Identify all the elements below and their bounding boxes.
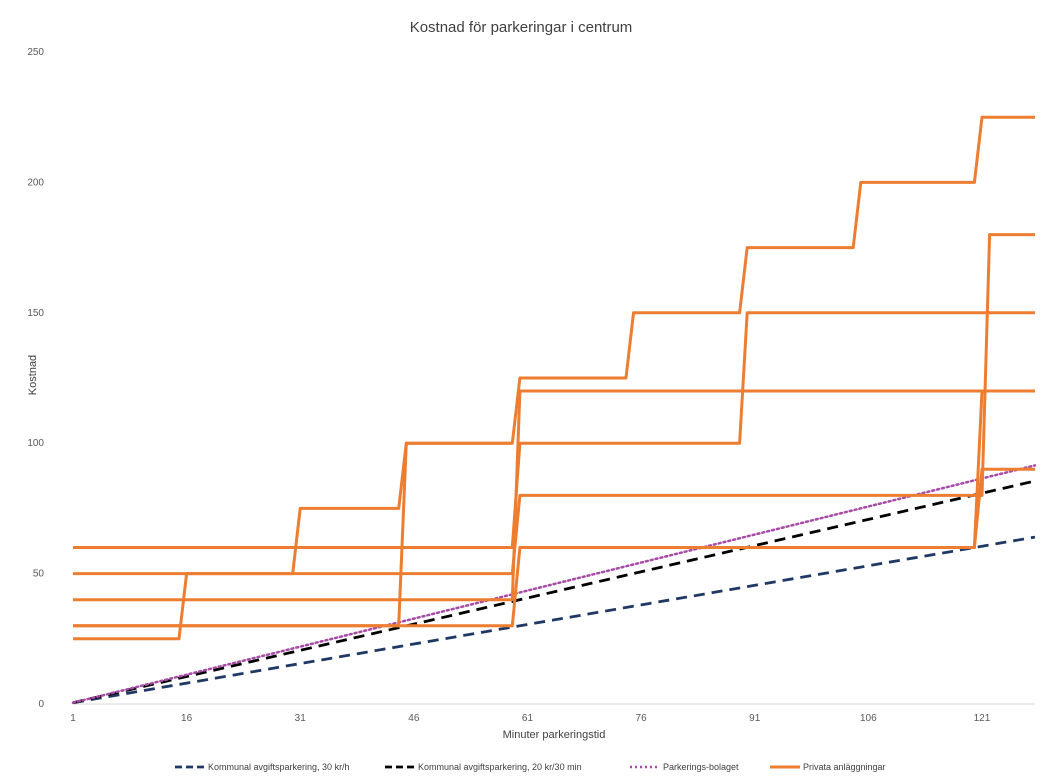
series-line-1	[72, 535, 1036, 705]
y-tick-label: 0	[38, 699, 44, 710]
x-tick-label: 76	[636, 713, 648, 724]
axes: 1 16 31 46 61 76 91 106 121 0 50 100 150 200 250	[27, 47, 1035, 724]
x-tick-label: 46	[408, 713, 420, 724]
series-line-4-4	[73, 115, 1035, 576]
y-tick-label: 200	[27, 177, 44, 188]
legend-label-4: Privata anläggningar	[803, 762, 886, 772]
y-tick-label: 100	[27, 438, 44, 449]
legend-label-1: Kommunal avgiftsparkering, 30 kr/h	[208, 762, 350, 772]
y-tick-label: 150	[27, 308, 44, 319]
y-tick-label: 50	[33, 569, 45, 580]
series-lines	[71, 115, 1037, 705]
x-axis-title: Minuter parkeringstid	[503, 729, 606, 741]
series-line-4-5	[73, 311, 1035, 549]
x-tick-label: 91	[749, 713, 761, 724]
legend-label-2: Kommunal avgiftsparkering, 20 kr/30 min	[418, 762, 582, 772]
y-tick-label: 250	[27, 47, 44, 58]
series-line-4-6	[73, 441, 513, 628]
series-line-2	[72, 479, 1036, 705]
x-tick-label: 1	[70, 713, 76, 724]
series-line-3	[71, 464, 1037, 704]
series-line-4-7	[739, 389, 1035, 549]
x-tick-label: 106	[860, 713, 877, 724]
x-tick-label: 121	[974, 713, 991, 724]
x-tick-label: 61	[522, 713, 534, 724]
x-tick-label: 31	[295, 713, 307, 724]
y-axis-title: Kostnad	[27, 355, 39, 395]
legend: Kommunal avgiftsparkering, 30 kr/h Kommun…	[175, 762, 886, 772]
chart-title: Kostnad för parkeringar i centrum	[410, 19, 633, 36]
legend-label-3: Parkerings-bolaget	[663, 762, 739, 772]
series-line-4-1	[73, 233, 1035, 641]
x-tick-label: 16	[181, 713, 193, 724]
